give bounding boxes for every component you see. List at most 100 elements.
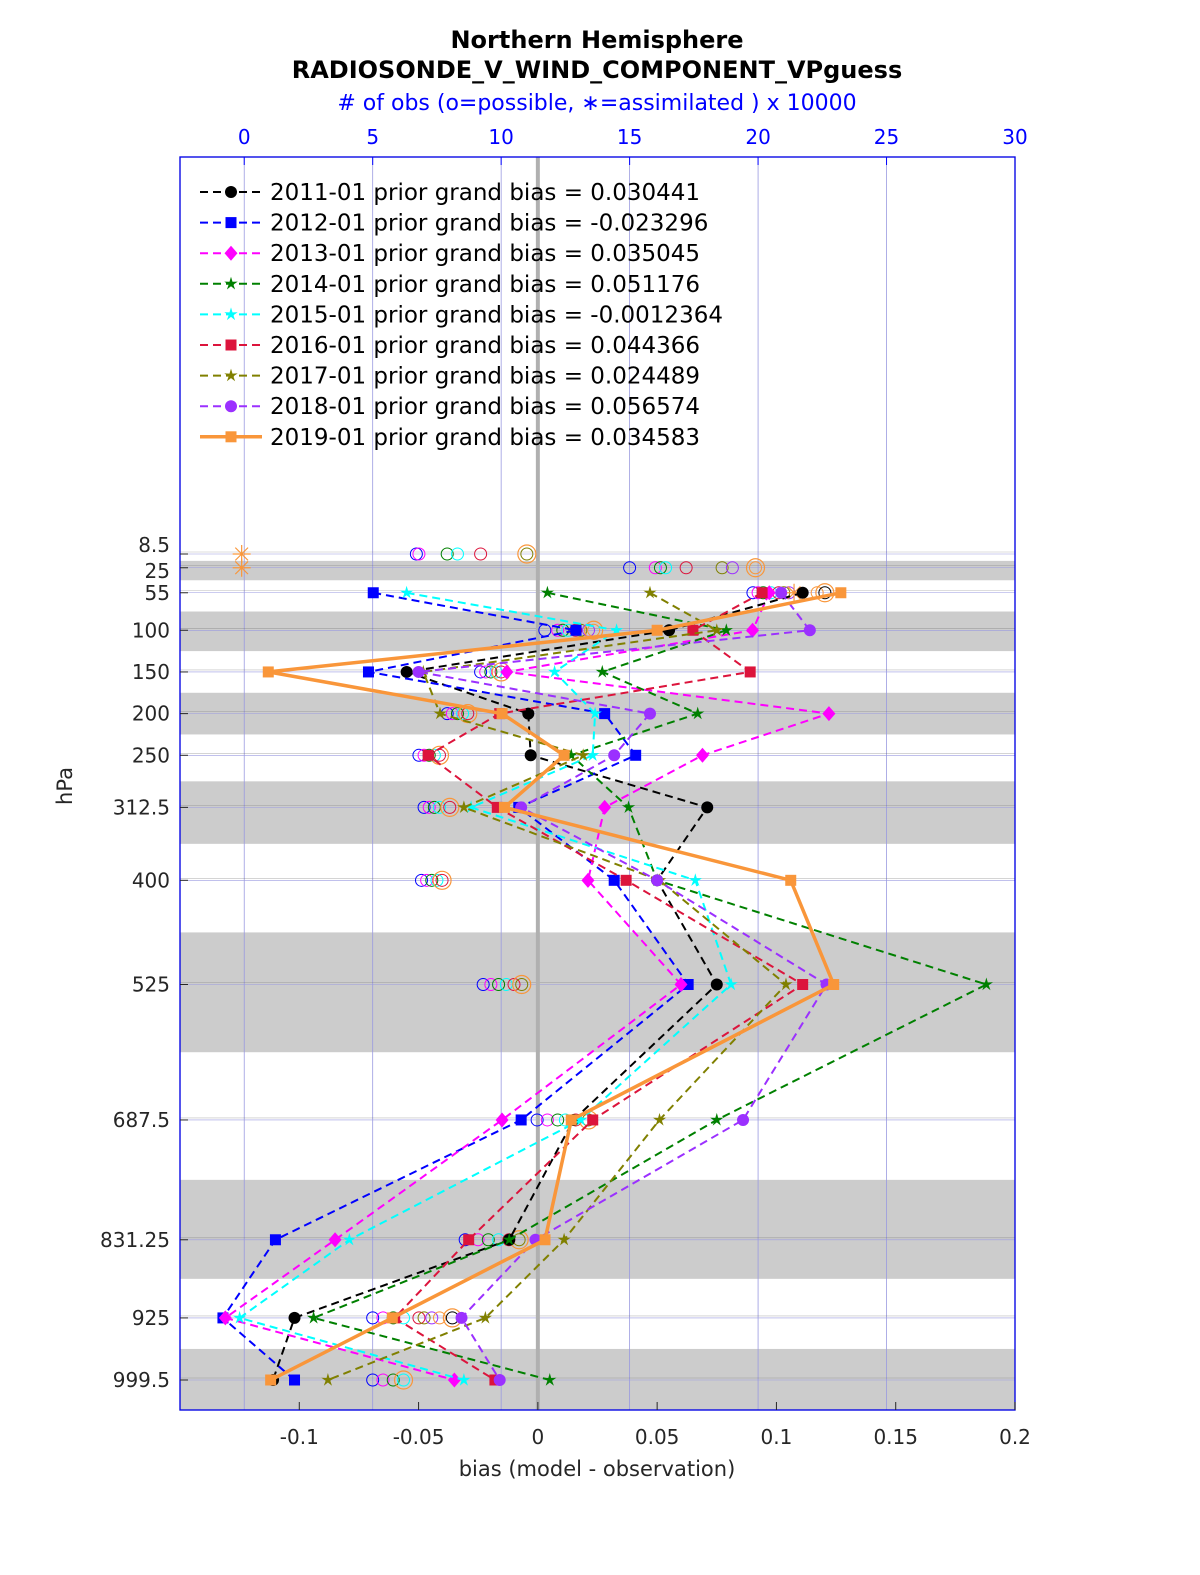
series-point (586, 748, 600, 761)
level-band (180, 781, 1015, 844)
x-tick-label: -0.05 (393, 1425, 445, 1449)
series-line (393, 591, 805, 1381)
horizontal-gridlines (180, 551, 1015, 1381)
legend-marker (224, 276, 238, 290)
possible-obs-marker (679, 561, 693, 575)
series-point (522, 707, 535, 720)
x-tick-label: 0.15 (873, 1425, 918, 1449)
series-point (785, 874, 797, 886)
legend-marker (225, 431, 237, 443)
possible-obs-marker (443, 800, 457, 814)
possible-obs-marker (412, 1311, 426, 1325)
series-point (599, 708, 611, 720)
possible-obs-marker (520, 547, 534, 561)
series-point (621, 800, 636, 813)
series-point (630, 749, 642, 761)
series-point (367, 587, 379, 599)
chart-subtitle: RADIOSONDE_V_WIND_COMPONENT_VPguess (292, 56, 903, 84)
possible-obs-marker (556, 623, 570, 637)
possible-obs-marker (417, 1311, 431, 1325)
series-point (515, 1114, 527, 1126)
x-axis-label: bias (model - observation) (459, 1457, 736, 1481)
series-point (724, 977, 738, 991)
legend-marker (224, 245, 238, 261)
top-axis-label: # of obs (o=possible, ∗=assimilated ) x … (337, 91, 856, 116)
series-point (493, 1374, 506, 1386)
series-point (574, 1112, 588, 1126)
possible-obs-marker (648, 561, 662, 575)
possible-obs-marker (417, 800, 431, 814)
bias-series (217, 585, 993, 1388)
possible-obs-marker (412, 547, 426, 561)
possible-obs-marker (376, 1373, 390, 1387)
possible-obs-marker (818, 586, 832, 600)
legend: 2011-01 prior grand bias = 0.030441 2012-… (200, 180, 723, 451)
y-tick-label: 250 (132, 743, 170, 767)
legend-entry: 2019-01 prior grand bias = 0.034583 (200, 425, 700, 451)
series-line (221, 591, 690, 1381)
level-band (180, 932, 1015, 1053)
series-point (524, 749, 537, 762)
series-point (565, 1114, 577, 1126)
series-point (433, 706, 447, 720)
series-point (464, 800, 478, 813)
series-point (581, 872, 595, 888)
series-point (564, 748, 578, 761)
possible-obs-marker (507, 978, 521, 992)
y-tick-label: 925 (132, 1306, 170, 1330)
series-point (835, 587, 847, 599)
possible-obs-marker (745, 558, 766, 578)
legend-label: 2018-01 prior grand bias = 0.056574 (270, 394, 700, 420)
legend-marker (224, 307, 238, 321)
top-tick-label: 25 (874, 125, 899, 149)
series-point (688, 873, 702, 886)
chart-title: Northern Hemisphere (450, 26, 743, 54)
series-point (540, 585, 555, 599)
series-point (400, 665, 413, 678)
series-point (620, 874, 632, 886)
possible-obs-marker (425, 873, 439, 887)
possible-obs-marker (515, 978, 529, 992)
possible-obs-marker (492, 978, 506, 992)
series-point (652, 1112, 667, 1126)
series-point (328, 1232, 342, 1248)
series-point (803, 624, 816, 637)
series-point (719, 623, 733, 636)
legend-marker (224, 368, 238, 382)
x-tick-label: 0.1 (761, 1425, 793, 1449)
legend-marker (225, 186, 237, 198)
series-line (222, 592, 830, 1381)
top-tick-label: 10 (488, 125, 513, 149)
series-point (289, 1374, 301, 1386)
series-point (828, 979, 840, 991)
series-point (710, 978, 723, 991)
legend-label: 2017-01 prior grand bias = 0.024489 (270, 364, 700, 390)
possible-obs-marker (430, 873, 444, 887)
possible-obs-marker (432, 870, 452, 890)
y-tick-label: 8.5 (138, 533, 170, 557)
possible-obs-marker (397, 1373, 411, 1387)
series-point (682, 979, 694, 991)
legend-entry: 2016-01 prior grand bias = 0.044366 (200, 333, 700, 359)
legend-entry: 2014-01 prior grand bias = 0.051176 (200, 272, 700, 298)
legend-entry: 2011-01 prior grand bias = 0.030441 (200, 180, 700, 206)
series-point (737, 1113, 750, 1126)
top-tick-label: 20 (745, 125, 770, 149)
y-axis-label: hPa (53, 767, 77, 805)
possible-obs-marker (551, 1113, 565, 1127)
series-point (608, 874, 620, 886)
series-point (558, 749, 570, 761)
possible-obs-marker (422, 800, 436, 814)
series-point (342, 1232, 356, 1246)
series-point (306, 1310, 321, 1324)
possible-obs-marker (540, 1113, 554, 1127)
legend-entry: 2012-01 prior grand bias = -0.023296 (200, 211, 708, 237)
series-point (695, 747, 709, 763)
level-band (180, 560, 1015, 581)
series-point (412, 665, 425, 678)
legend-label: 2015-01 prior grand bias = -0.0012364 (270, 302, 723, 328)
possible-obs-marker (749, 561, 763, 575)
possible-obs-marker (450, 547, 464, 561)
series-point (455, 1311, 468, 1324)
